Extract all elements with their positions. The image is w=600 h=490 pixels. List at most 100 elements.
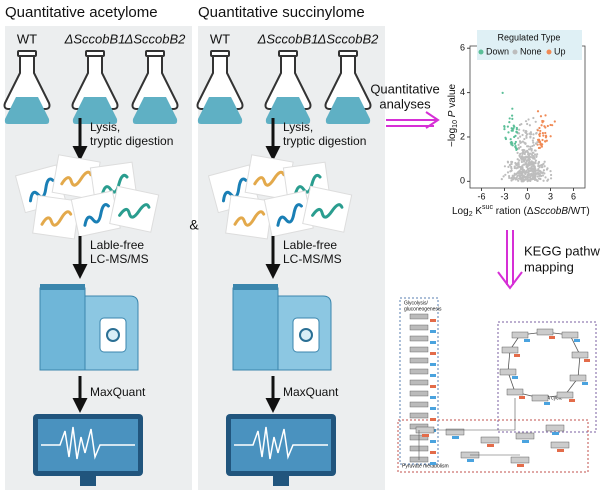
scatter-dot [540, 166, 543, 169]
scatter-dot [512, 124, 515, 127]
node [409, 324, 429, 331]
node [409, 313, 429, 320]
scatter-dot [539, 170, 542, 173]
scatter-dot [536, 110, 540, 113]
scatter-dot [524, 142, 527, 145]
scatter-dot [522, 129, 525, 132]
scatter-dot [517, 137, 520, 140]
scatter-dot [540, 145, 543, 148]
pathway-region [397, 419, 589, 473]
node [511, 331, 529, 339]
flask-liquid [197, 97, 243, 124]
scatter-dot [516, 151, 519, 154]
connector: & [189, 217, 199, 233]
scatter-dot [525, 134, 528, 138]
scatter-dot [511, 117, 514, 120]
kegg-arrow [497, 230, 523, 290]
scatter-dot [519, 135, 522, 138]
flask [264, 54, 312, 110]
scatter-dot [503, 165, 507, 168]
scatter-dot [526, 122, 529, 126]
scatter-dot [524, 158, 527, 161]
scatter-dot [520, 160, 523, 164]
scatter-dot [535, 178, 538, 182]
peptide-sheet [263, 190, 314, 238]
analysis-label: analyses [379, 96, 431, 111]
enzyme [569, 399, 575, 402]
y-label-part: P [447, 110, 458, 120]
y-tick-label: 2 [460, 131, 465, 141]
scatter-dot [507, 131, 510, 134]
scatter-dot [540, 163, 544, 167]
scatter-dot [510, 169, 513, 172]
scatter-dot [512, 176, 516, 179]
enzyme [430, 418, 436, 421]
scatter-dot [537, 169, 541, 173]
scatter-dot [518, 140, 522, 143]
scatter-dot [536, 172, 540, 175]
y-tick-label: 4 [460, 87, 465, 97]
scatter-dot [526, 153, 530, 156]
scatter-dot [518, 128, 521, 131]
step-label: LC-MS/MS [90, 252, 149, 266]
x-tick-label: 0 [525, 191, 530, 201]
scatter-dot [537, 164, 540, 167]
scatter-dot [506, 125, 509, 128]
scatter-dot [524, 172, 527, 175]
scatter-dot [508, 163, 512, 167]
scatter-dot [526, 145, 529, 148]
scatter-dot [522, 180, 525, 183]
scatter-dot [535, 142, 538, 146]
step-label: Lable-free [90, 238, 144, 252]
scatter-dot [542, 134, 545, 137]
flask-liquid [325, 97, 371, 124]
enzyme [452, 436, 459, 439]
enzyme [582, 382, 588, 385]
node [536, 328, 554, 336]
legend-title: Regulated Type [498, 32, 561, 42]
scatter-dot [529, 177, 532, 180]
scatter-dot [541, 119, 544, 123]
step-label: MaxQuant [283, 385, 339, 399]
peptide-sheet [244, 154, 294, 201]
flask-liquid [132, 97, 178, 124]
scatter-dot [508, 121, 511, 124]
scatter-dot [521, 152, 524, 155]
node [531, 394, 549, 402]
pathway-region [497, 321, 597, 433]
region-label: gluconeogenesis [404, 306, 442, 312]
x-label-part: 2 [469, 211, 473, 218]
scatter-dot [508, 176, 511, 179]
scatter-dot [528, 160, 531, 163]
step-label: tryptic digestion [283, 134, 366, 148]
peptide-sheet [32, 194, 81, 240]
enzyme [467, 459, 474, 462]
node [409, 335, 429, 342]
ms-instrument [39, 287, 86, 371]
strain-label: WT [17, 31, 37, 46]
signal [41, 426, 135, 460]
flask-liquid [4, 97, 50, 124]
scatter-dot [511, 107, 514, 110]
scatter-dot [519, 145, 522, 149]
node [409, 412, 429, 419]
scatter-dot [519, 141, 522, 144]
step-label: MaxQuant [90, 385, 146, 399]
node [506, 388, 524, 396]
scatter-dot [511, 128, 514, 131]
scatter-dot [504, 173, 507, 176]
scatter-dot [523, 156, 526, 159]
enzyme [430, 451, 436, 454]
scatter-dot [527, 168, 530, 171]
scatter-dot [515, 148, 518, 151]
scatter-dot [527, 157, 530, 161]
scatter-dot [533, 153, 537, 156]
node [409, 346, 429, 353]
scatter-dot [518, 123, 522, 127]
scatter-dot [511, 144, 514, 147]
node [569, 374, 587, 382]
node [499, 368, 517, 376]
scatter-dot [538, 134, 541, 138]
scatter-dot [527, 171, 530, 174]
scatter-dot [524, 151, 527, 154]
